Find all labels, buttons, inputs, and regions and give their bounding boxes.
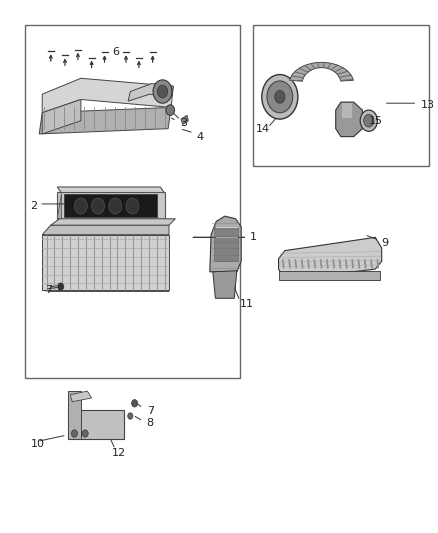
Text: 8: 8 bbox=[147, 418, 154, 428]
Polygon shape bbox=[42, 284, 169, 292]
Text: 13: 13 bbox=[420, 100, 434, 110]
Polygon shape bbox=[279, 271, 380, 280]
Polygon shape bbox=[213, 271, 237, 298]
Circle shape bbox=[82, 430, 88, 437]
Circle shape bbox=[131, 400, 138, 407]
Text: 12: 12 bbox=[112, 448, 127, 458]
Polygon shape bbox=[42, 78, 173, 113]
Polygon shape bbox=[210, 216, 241, 272]
Polygon shape bbox=[279, 237, 381, 280]
Circle shape bbox=[71, 430, 78, 437]
Polygon shape bbox=[70, 391, 92, 402]
Bar bbox=[25, 25, 240, 378]
Circle shape bbox=[267, 81, 293, 113]
Polygon shape bbox=[128, 84, 173, 101]
Polygon shape bbox=[51, 219, 176, 225]
Bar bbox=[68, 410, 124, 439]
Circle shape bbox=[109, 198, 122, 214]
Circle shape bbox=[275, 91, 285, 103]
Text: 1: 1 bbox=[250, 232, 257, 243]
Circle shape bbox=[166, 105, 175, 115]
Circle shape bbox=[360, 110, 378, 131]
Circle shape bbox=[74, 198, 87, 214]
Bar bbox=[68, 391, 81, 439]
Circle shape bbox=[126, 198, 139, 214]
Circle shape bbox=[92, 198, 105, 214]
Polygon shape bbox=[42, 235, 169, 290]
Circle shape bbox=[157, 85, 168, 98]
Circle shape bbox=[364, 114, 374, 127]
Polygon shape bbox=[342, 103, 353, 118]
Bar bbox=[57, 192, 165, 219]
Text: 7: 7 bbox=[147, 406, 154, 416]
Circle shape bbox=[58, 283, 64, 290]
Text: 3: 3 bbox=[180, 118, 187, 128]
Circle shape bbox=[153, 80, 172, 103]
Bar bbox=[214, 227, 238, 261]
Text: 2: 2 bbox=[31, 200, 38, 211]
Text: 15: 15 bbox=[369, 116, 383, 126]
Polygon shape bbox=[181, 115, 188, 124]
Bar bbox=[64, 194, 157, 217]
Text: 4: 4 bbox=[197, 132, 204, 142]
Polygon shape bbox=[57, 193, 62, 219]
Text: 11: 11 bbox=[240, 298, 254, 309]
Text: 10: 10 bbox=[31, 439, 45, 449]
Polygon shape bbox=[42, 225, 169, 235]
Polygon shape bbox=[336, 102, 362, 136]
Text: 9: 9 bbox=[381, 238, 389, 248]
Text: 6: 6 bbox=[112, 47, 119, 56]
Polygon shape bbox=[42, 100, 81, 134]
Polygon shape bbox=[39, 108, 171, 134]
Bar bbox=[253, 25, 429, 166]
Text: 14: 14 bbox=[256, 124, 270, 134]
Polygon shape bbox=[290, 62, 353, 81]
Circle shape bbox=[262, 75, 298, 119]
Text: 7: 7 bbox=[45, 285, 53, 295]
Polygon shape bbox=[57, 187, 165, 193]
Circle shape bbox=[128, 413, 133, 419]
